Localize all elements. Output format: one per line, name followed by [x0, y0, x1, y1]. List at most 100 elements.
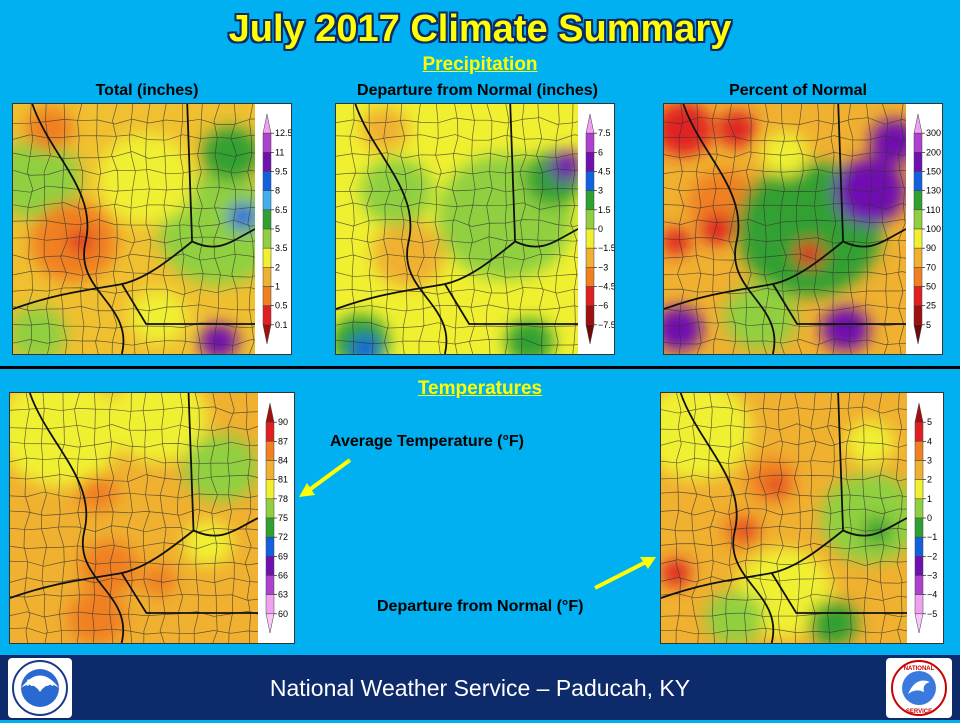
legend-swatch	[585, 190, 595, 211]
legend-swatch	[913, 171, 923, 191]
legend-swatch	[585, 171, 595, 191]
map-color-region	[183, 520, 234, 566]
color-legend: 300 200 150 130 110 100 90 70 50 25 5	[906, 104, 942, 354]
legend-tick-label: 84	[278, 456, 288, 466]
legend-swatch	[914, 536, 924, 557]
color-legend: 5 4 3 2 1 0 −1 −2 −3 −4 −5	[907, 393, 943, 643]
county-lines	[336, 104, 578, 354]
legend-tick-label: 66	[278, 571, 288, 581]
legend-swatch	[262, 247, 272, 268]
temp-departure-map: 5 4 3 2 1 0 −1 −2 −3 −4 −5	[660, 392, 944, 644]
legend-tick-label: 60	[278, 609, 288, 619]
temp-average-map-graphic: 90 87 84 81 78 75 72 69 66 63 60	[10, 393, 294, 643]
map-color-region	[820, 473, 907, 563]
legend-tick-label: 1	[275, 282, 280, 292]
legend-tick-label: −3	[598, 262, 608, 272]
legend-tick-label: 78	[278, 494, 288, 504]
legend-tick-label: −3	[927, 571, 937, 581]
legend-tick-label: 4	[927, 436, 932, 446]
map-color-region	[724, 282, 798, 351]
legend-tick-label: 87	[278, 436, 288, 446]
legend-tick-label: −1.5	[598, 243, 614, 253]
legend-swatch	[265, 556, 275, 576]
color-legend: 7.5 6 4.5 3 1.5 0 −1.5 −3 −4.5 −6 −7.5	[578, 104, 614, 354]
legend-swatch	[262, 228, 272, 249]
legend-swatch	[585, 286, 595, 306]
map-color-region	[664, 104, 713, 156]
legend-tick-label: 8	[275, 186, 280, 196]
map-color-region	[862, 517, 893, 544]
legend-swatch	[585, 267, 595, 287]
yellow-arrow-icon	[299, 458, 352, 497]
legend-swatch	[913, 152, 923, 172]
legend-swatch	[585, 324, 595, 345]
legend-tick-label: 300	[926, 128, 941, 138]
legend-swatch	[265, 613, 275, 634]
legend-tick-label: 3	[927, 456, 932, 466]
legend-swatch	[914, 613, 924, 634]
yellow-arrow-icon	[594, 557, 656, 590]
map-color-region	[821, 306, 870, 352]
legend-tick-label: 50	[926, 282, 936, 292]
legend-swatch	[913, 286, 923, 306]
legend-swatch	[914, 460, 924, 480]
state-borders	[661, 393, 907, 643]
legend-swatch	[585, 228, 595, 249]
precip-total-map: 12.5 11 9.5 8 6.5 5 3.5 2 1 0.5 0.1	[12, 103, 292, 355]
legend-tick-label: 25	[926, 301, 936, 311]
legend-swatch	[913, 132, 923, 153]
legend-tick-label: 3	[598, 186, 603, 196]
legend-swatch	[265, 575, 275, 595]
map-color-region	[794, 240, 824, 268]
legend-swatch	[913, 190, 923, 211]
legend-swatch	[585, 152, 595, 172]
legend-tick-label: 75	[278, 513, 288, 523]
legend-tick-label: 6	[598, 147, 603, 157]
legend-swatch	[265, 479, 275, 500]
legend-tick-label: 69	[278, 551, 288, 561]
map-color-region	[25, 106, 74, 152]
nws-logo-icon: NATIONAL SERVICE	[886, 658, 952, 718]
precipitation-section-title: Precipitation	[422, 54, 538, 75]
departure-temperature-annotation: Departure from Normal (°F)	[377, 598, 584, 615]
legend-swatch	[913, 247, 923, 268]
temp-departure-map-graphic: 5 4 3 2 1 0 −1 −2 −3 −4 −5	[661, 393, 943, 643]
legend-tick-label: 0.5	[275, 301, 288, 311]
legend-swatch	[262, 305, 272, 326]
map-color-region	[760, 131, 810, 177]
legend-tick-label: 0.1	[275, 320, 288, 330]
precip-percent-map-graphic: 300 200 150 130 110 100 90 70 50 25 5	[664, 104, 942, 354]
county-lines	[13, 104, 255, 354]
legend-tick-label: 90	[926, 243, 936, 253]
legend-tick-label: −7.5	[598, 320, 614, 330]
map-color-region	[79, 541, 139, 595]
state-borders	[664, 104, 906, 354]
map-color-region	[67, 591, 127, 643]
legend-tick-label: 1.5	[598, 205, 611, 215]
map-color-region	[201, 127, 255, 181]
map-color-region	[661, 559, 691, 587]
map-color-region	[199, 323, 239, 354]
legend-tick-label: 100	[926, 224, 941, 234]
legend-tick-label: 110	[926, 205, 940, 215]
legend-swatch	[914, 479, 924, 500]
legend-swatch	[262, 324, 272, 345]
legend-tick-label: −2	[927, 551, 937, 561]
legend-swatch	[262, 190, 272, 211]
legend-tick-label: −6	[598, 301, 608, 311]
map-color-region	[183, 434, 258, 502]
legend-swatch	[265, 536, 275, 557]
color-legend: 90 87 84 81 78 75 72 69 66 63 60	[258, 393, 294, 643]
map-color-region	[766, 476, 787, 495]
map-color-region	[129, 289, 188, 344]
map-color-region	[664, 228, 691, 255]
map-color-region	[700, 213, 735, 245]
legend-tick-label: 1	[927, 494, 932, 504]
precip-departure-map: 7.5 6 4.5 3 1.5 0 −1.5 −3 −4.5 −6 −7.5	[335, 103, 615, 355]
map-color-region	[109, 393, 209, 463]
state-borders	[336, 104, 578, 354]
map-color-region	[68, 230, 93, 253]
temperatures-section-title: Temperatures	[417, 378, 543, 399]
map-color-region	[141, 564, 177, 597]
county-lines	[661, 393, 907, 643]
